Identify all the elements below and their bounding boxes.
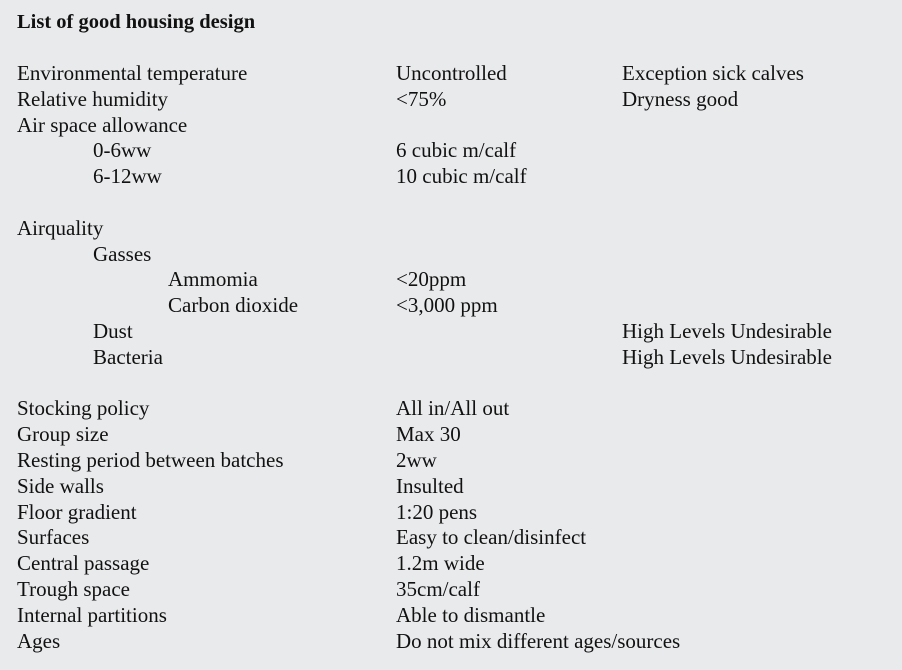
row-label: Airquality	[17, 215, 104, 240]
row-label: Dust	[93, 318, 133, 343]
list-row: 6-12ww 10 cubic m/calf	[0, 164, 902, 190]
housing-design-list: Environmental temperature Uncontrolled Exc…	[0, 61, 902, 654]
row-note: Exception sick calves	[622, 61, 804, 85]
row-label: Carbon dioxide	[168, 293, 299, 318]
list-row: Dust High Levels Undesirable	[0, 319, 902, 345]
row-label: Ammomia	[168, 267, 258, 292]
list-row: 0-6ww 6 cubic m/calf	[0, 138, 902, 164]
list-row: Floor gradient 1:20 pens	[0, 500, 902, 526]
row-value: 6 cubic m/calf	[396, 138, 517, 163]
row-label: Air space allowance	[17, 112, 188, 137]
list-row	[0, 371, 902, 397]
list-row: Group size Max 30	[0, 422, 902, 448]
row-note: Dryness good	[622, 86, 739, 111]
row-label: Relative humidity	[17, 86, 169, 111]
row-value: <3,000 ppm	[396, 293, 498, 318]
row-value: 10 cubic m/calf	[396, 164, 527, 189]
row-label: 0-6ww	[93, 138, 152, 163]
row-label: Group size	[17, 422, 109, 447]
list-row: Carbon dioxide <3,000 ppm	[0, 293, 902, 319]
row-value: <20ppm	[396, 267, 467, 292]
row-value: Able to dismantle	[396, 602, 546, 627]
row-note: High Levels Undesirable	[622, 344, 832, 369]
row-label: Central passage	[17, 551, 150, 576]
list-row: Trough space 35cm/calf	[0, 577, 902, 603]
list-row: Central passage 1.2m wide	[0, 551, 902, 577]
row-value: 35cm/calf	[396, 576, 480, 601]
list-row: Air space allowance	[0, 113, 902, 139]
row-label: Surfaces	[17, 525, 90, 550]
row-label: Gasses	[93, 241, 152, 266]
list-row: Resting period between batches 2ww	[0, 448, 902, 474]
row-value: Do not mix different ages/sources	[396, 628, 681, 653]
list-row: Airquality	[0, 216, 902, 242]
document-title: List of good housing design	[17, 11, 256, 33]
row-label: 6-12ww	[93, 164, 162, 189]
list-row: Stocking policy All in/All out	[0, 396, 902, 422]
row-value: 1:20 pens	[396, 499, 478, 524]
list-row: Side walls Insulted	[0, 474, 902, 500]
list-row: Relative humidity <75% Dryness good	[0, 87, 902, 113]
row-label: Environmental temperature	[17, 61, 248, 85]
list-row: Internal partitions Able to dismantle	[0, 603, 902, 629]
row-value: Max 30	[396, 422, 461, 447]
row-label: Stocking policy	[17, 396, 150, 421]
row-label: Bacteria	[93, 344, 163, 369]
list-row	[0, 190, 902, 216]
row-value: 1.2m wide	[396, 551, 485, 576]
row-value: Easy to clean/disinfect	[396, 525, 587, 550]
list-row: Ages Do not mix different ages/sources	[0, 629, 902, 655]
row-value: All in/All out	[396, 396, 510, 421]
row-note: High Levels Undesirable	[622, 318, 832, 343]
list-row: Surfaces Easy to clean/disinfect	[0, 525, 902, 551]
list-row: Bacteria High Levels Undesirable	[0, 345, 902, 371]
row-label: Trough space	[17, 576, 130, 601]
row-value: Uncontrolled	[396, 61, 507, 85]
row-label: Floor gradient	[17, 499, 137, 524]
list-row: Gasses	[0, 242, 902, 268]
row-label: Internal partitions	[17, 602, 167, 627]
row-value: Insulted	[396, 473, 464, 498]
row-label: Ages	[17, 628, 61, 653]
row-value: <75%	[396, 86, 447, 111]
row-label: Resting period between batches	[17, 447, 284, 472]
row-value: 2ww	[396, 447, 437, 472]
row-label: Side walls	[17, 473, 104, 498]
list-row: Ammomia <20ppm	[0, 267, 902, 293]
list-row: Environmental temperature Uncontrolled Exc…	[0, 61, 902, 87]
